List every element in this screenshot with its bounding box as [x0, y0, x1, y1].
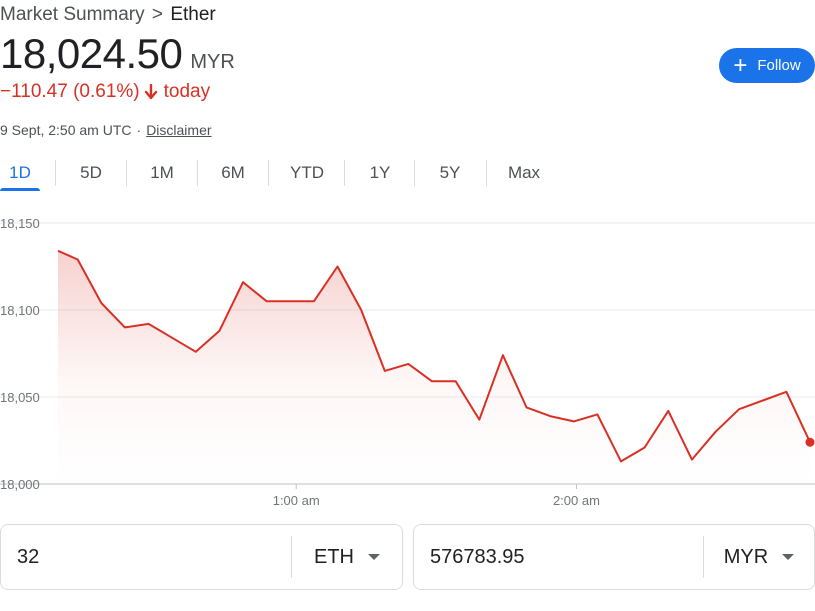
tab-5y[interactable]: 5Y: [439, 163, 461, 182]
tab-5d[interactable]: 5D: [80, 163, 102, 182]
to-amount-input[interactable]: 576783.95: [430, 545, 525, 568]
follow-button[interactable]: + Follow: [719, 48, 815, 83]
x-tick-label: 1:00 am: [273, 493, 320, 508]
tab-max[interactable]: Max: [507, 163, 541, 182]
converter-divider: [291, 536, 292, 578]
y-tick-label: 18,050: [0, 390, 40, 405]
price-chart[interactable]: 18,150 18,100 18,050 18,000 1:00 am 2:00 am: [0, 205, 815, 515]
disclaimer-link[interactable]: Disclaimer: [146, 122, 212, 138]
tab-1y[interactable]: 1Y: [369, 163, 391, 182]
tab-divider: [268, 160, 269, 186]
caret-down-icon: [782, 554, 795, 560]
tab-divider: [486, 160, 487, 186]
tab-divider: [126, 160, 127, 186]
range-tabs: 1D 5D 1M 6M YTD 1Y 5Y Max: [0, 156, 815, 191]
price-change: −110.47 (0.61%) today: [0, 81, 210, 103]
tab-ytd[interactable]: YTD: [290, 163, 324, 182]
x-tick-label: 2:00 am: [553, 493, 600, 508]
change-period: today: [163, 81, 211, 102]
timestamp: 9 Sept, 2:50 am UTC: [0, 122, 132, 138]
tab-divider: [344, 160, 345, 186]
tab-6m[interactable]: 6M: [221, 163, 245, 182]
price-currency: MYR: [190, 51, 235, 73]
converter-to: 576783.95 MYR: [413, 524, 815, 590]
to-currency-label: MYR: [723, 545, 769, 568]
price-line: [57, 249, 811, 463]
follow-label: Follow: [757, 57, 801, 74]
y-tick-label: 18,100: [0, 303, 40, 318]
price-points: [805, 437, 815, 447]
breadcrumb: Market Summary > Ether: [0, 4, 216, 26]
price-area: [58, 250, 810, 484]
breadcrumb-root[interactable]: Market Summary: [0, 4, 145, 25]
converter-divider: [703, 536, 704, 578]
price-row: 18,024.50 MYR: [0, 30, 235, 78]
tab-1m[interactable]: 1M: [150, 163, 174, 182]
plus-icon: +: [733, 51, 748, 79]
tab-divider: [414, 160, 415, 186]
y-axis: 18,150 18,100 18,050 18,000: [0, 216, 40, 492]
converter-from: 32 ETH: [0, 524, 403, 590]
tab-divider: [197, 160, 198, 186]
y-tick-label: 18,000: [0, 477, 40, 492]
x-axis: 1:00 am 2:00 am: [273, 484, 600, 508]
timestamp-row: 9 Sept, 2:50 am UTC · Disclaimer: [0, 122, 212, 138]
from-currency-label: ETH: [314, 545, 354, 568]
arrow-down-icon: [144, 84, 157, 100]
current-price: 18,024.50: [0, 30, 183, 77]
y-tick-label: 18,150: [0, 216, 40, 231]
from-amount-input[interactable]: 32: [17, 545, 40, 568]
dot-separator: ·: [136, 122, 142, 138]
tab-divider: [55, 160, 56, 186]
to-currency-select[interactable]: MYR: [704, 546, 814, 569]
caret-down-icon: [368, 554, 380, 560]
tab-1d[interactable]: 1D: [0, 156, 40, 191]
from-currency-select[interactable]: ETH: [292, 546, 402, 569]
change-value: −110.47 (0.61%): [0, 81, 140, 102]
breadcrumb-separator: >: [151, 4, 164, 25]
current-price-point: [805, 437, 815, 447]
breadcrumb-current: Ether: [170, 4, 216, 25]
